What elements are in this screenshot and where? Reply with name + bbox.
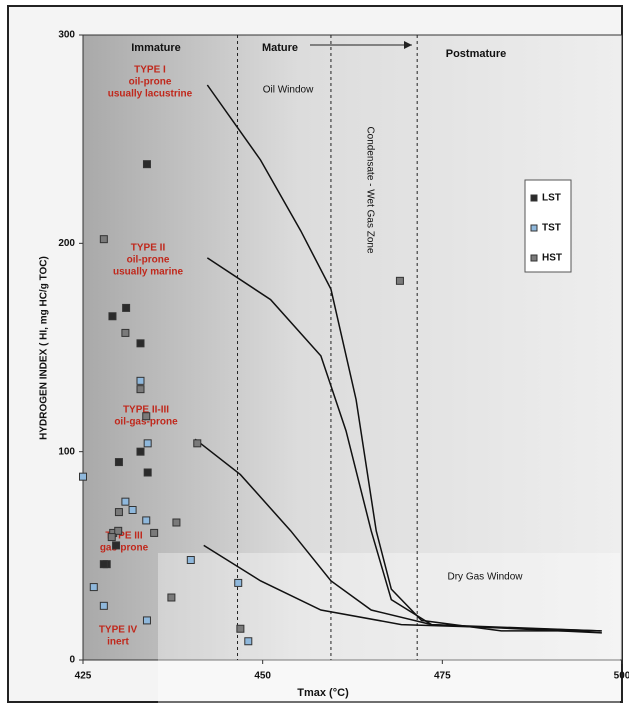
curve-label: TYPE IV — [99, 625, 138, 636]
kerogen-curve — [194, 438, 601, 632]
x-axis-label: Tmax (°C) — [297, 687, 349, 699]
curve-label: TYPE II — [131, 243, 166, 254]
data-point — [172, 518, 181, 527]
legend-swatch — [530, 194, 538, 202]
data-point — [136, 376, 145, 385]
zone-label: Condensate - Wet Gas Zone — [364, 126, 375, 254]
curve-label: oil-prone — [127, 255, 170, 266]
y-tick-label: 200 — [58, 238, 75, 249]
data-point — [128, 506, 137, 514]
data-point — [143, 439, 152, 448]
data-point — [234, 578, 243, 587]
x-tick-label: 475 — [434, 671, 451, 682]
data-point — [143, 468, 152, 477]
x-tick-label: 425 — [75, 671, 92, 682]
data-point — [142, 160, 151, 169]
data-point — [136, 385, 145, 394]
kerogen-curve — [203, 544, 601, 632]
data-point — [142, 616, 151, 625]
legend-label: HST — [542, 253, 562, 264]
data-point — [114, 526, 123, 535]
data-point — [108, 312, 117, 321]
zone-label: Immature — [131, 42, 181, 54]
data-point — [121, 497, 130, 506]
watermark — [158, 553, 620, 703]
zone-label: Oil Window — [263, 85, 314, 96]
y-axis-label: HYDROGEN INDEX ( HI, mg HC/g TOC) — [39, 256, 50, 440]
zone-label: Dry Gas Window — [447, 572, 523, 583]
data-point — [89, 583, 98, 592]
y-tick-label: 0 — [69, 655, 75, 666]
data-point — [167, 593, 176, 602]
x-tick-label: 500 — [614, 671, 629, 682]
data-point — [142, 412, 151, 421]
curve-label: oil-gas-prone — [114, 417, 178, 428]
data-point — [395, 276, 404, 285]
y-tick-label: 300 — [58, 30, 75, 41]
zone-label: Mature — [262, 42, 298, 54]
data-point — [114, 508, 123, 517]
plot-area — [82, 34, 623, 661]
data-point — [150, 528, 159, 537]
legend-label: TST — [542, 223, 561, 234]
zone-label: Postmature — [446, 48, 507, 60]
curve-label: oil-prone — [129, 77, 172, 88]
data-point — [99, 601, 108, 610]
curve-label: TYPE II-III — [123, 405, 169, 416]
data-point — [112, 541, 121, 550]
curve-label: gas-prone — [100, 543, 149, 554]
curve-label: usually lacustrine — [108, 89, 193, 100]
data-point — [122, 303, 131, 312]
data-point — [244, 637, 253, 646]
legend-label: LST — [542, 193, 561, 204]
kerogen-curve — [206, 257, 602, 634]
y-tick-label: 100 — [58, 446, 75, 457]
legend-swatch — [530, 254, 538, 262]
curve-label: inert — [107, 637, 129, 648]
data-point — [107, 533, 116, 542]
curve-label: TYPE I — [134, 65, 166, 76]
data-point — [136, 339, 145, 348]
data-point — [236, 624, 245, 633]
legend-swatch — [530, 224, 538, 232]
data-point — [121, 328, 130, 337]
zone-arrow-head — [404, 41, 412, 49]
curve-label: usually marine — [113, 267, 183, 278]
data-point — [99, 235, 108, 244]
data-point — [142, 516, 151, 525]
data-point — [114, 458, 123, 467]
curve-label: TYPE III — [105, 531, 142, 542]
data-point — [79, 472, 87, 481]
data-point — [186, 556, 195, 564]
data-point — [136, 447, 145, 456]
x-tick-label: 450 — [254, 671, 271, 682]
data-point — [193, 439, 202, 448]
data-point — [99, 560, 108, 569]
